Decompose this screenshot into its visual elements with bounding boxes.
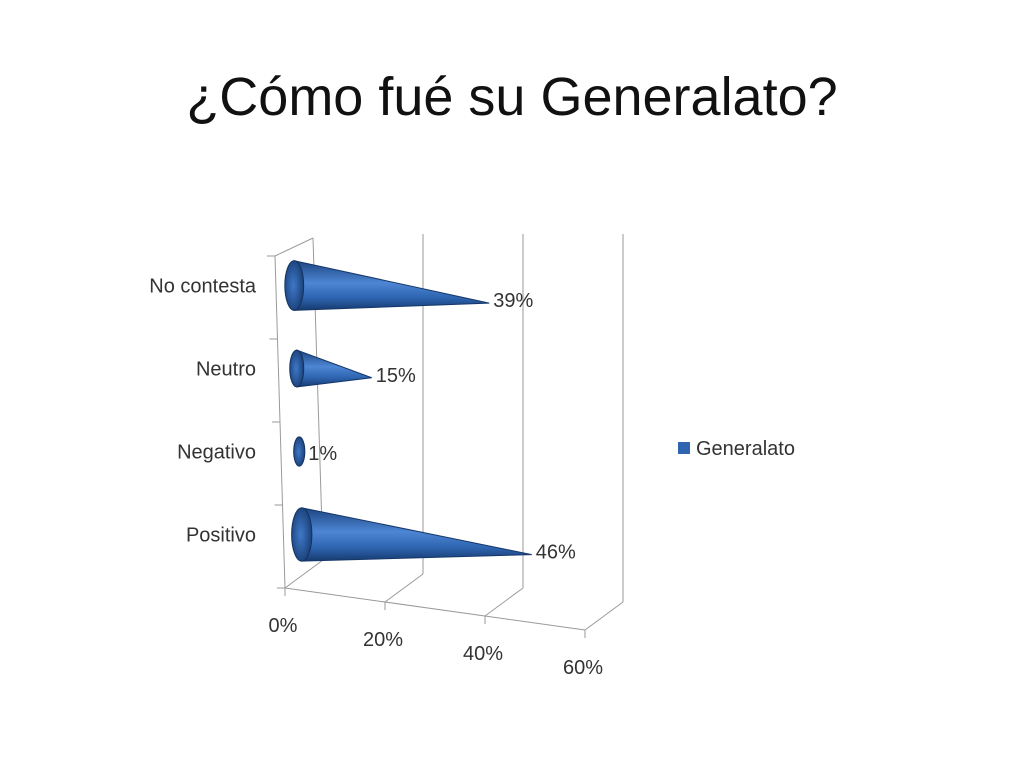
legend-swatch [678,442,690,454]
data-labels: 46% 1% 15% 39% [308,290,576,563]
cone-base [291,507,313,562]
data-label: 15% [376,365,416,387]
cone-bar [296,349,372,388]
category-label: Neutro [196,359,256,381]
cone-base [289,349,305,388]
category-label: No contesta [149,276,257,298]
gridline-floor [484,587,524,617]
legend-label: Generalato [696,438,795,460]
x-tick-label: 60% [563,657,603,679]
cone-base [284,260,305,311]
axis-top-edge [274,237,314,257]
category-label: Positivo [186,525,256,547]
floor-depth-edge [284,559,324,589]
x-tick-label: 0% [269,615,298,637]
x-tick-labels: 0% 20% 40% 60% [269,615,604,679]
cone-base [293,436,306,467]
data-label: 46% [536,542,576,564]
x-tick-label: 40% [463,643,503,665]
bars [284,260,532,562]
legend: Generalato [678,438,795,460]
slide-title: ¿Cómo fué su Generalato? [186,67,838,127]
x-axis-floor-front [284,587,586,631]
data-label: 1% [308,443,337,465]
cone-bar [301,507,532,562]
x-tick-label: 20% [363,629,403,651]
category-labels: Positivo Negativo Neutro No contesta [149,276,257,547]
category-label: Negativo [177,442,256,464]
cone-bar [293,260,490,311]
gridline-floor [584,601,624,631]
data-label: 39% [493,290,533,312]
gridline-floor [384,573,424,603]
